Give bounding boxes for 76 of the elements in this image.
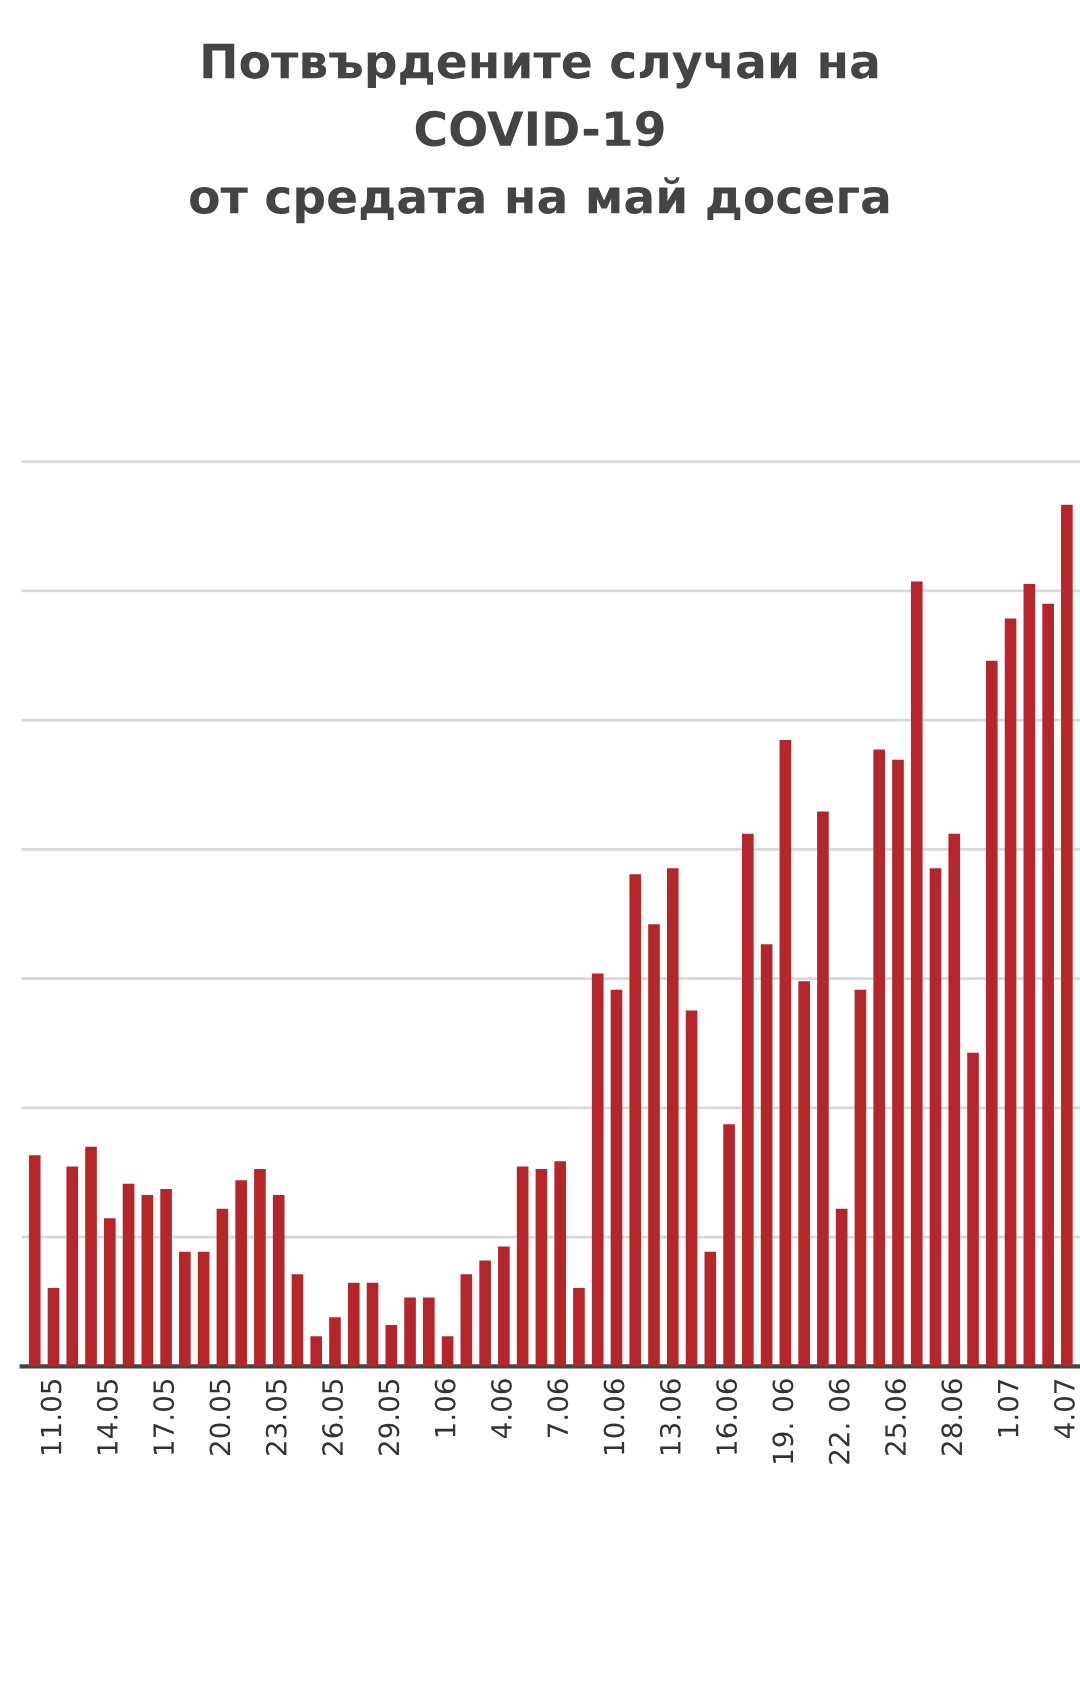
x-tick-label: 29.05 [378,1379,400,1455]
bar [329,1317,341,1367]
x-tick-label: 20.05 [209,1379,231,1455]
bar [347,1282,360,1367]
x-tick-label: 10.06 [603,1379,625,1454]
bar [929,868,942,1367]
x-tick-label: 17.05 [153,1379,175,1454]
x-tick-label: 4.07 [1053,1379,1075,1438]
bar [516,1166,529,1367]
bar [685,1010,698,1367]
bar [423,1297,435,1367]
bar [742,833,754,1367]
bar [854,989,867,1367]
bar [723,1124,735,1367]
bar [28,1155,41,1367]
x-tick-label: 26.05 [322,1379,344,1455]
x-tick-label: 22. 06 [828,1379,850,1464]
bar [910,581,923,1367]
bar [235,1180,247,1367]
bar [66,1166,79,1367]
bar [47,1287,60,1367]
bar [498,1246,510,1367]
bar [103,1218,116,1367]
bar [310,1336,323,1367]
bar [122,1183,135,1367]
bar [1061,504,1073,1367]
bar [160,1188,172,1367]
bar [1023,583,1036,1367]
bar [479,1260,491,1367]
bar [535,1169,548,1367]
x-tick-label: 16.06 [716,1379,738,1454]
bar [779,739,792,1367]
bar [798,981,810,1367]
bar [704,1251,717,1367]
bar [835,1208,848,1367]
bar [591,973,604,1367]
bar [948,833,961,1367]
bar [85,1146,97,1367]
chart-title: Потвърдените случаи на COVID-19 от средата на май досега [190,43,889,224]
bar [179,1251,191,1367]
bar [892,759,904,1367]
x-tick-label: 7.06 [547,1379,569,1438]
bar [610,989,623,1367]
bar [666,868,679,1367]
bar [385,1325,398,1367]
bar [967,1052,979,1367]
bar [216,1208,229,1367]
bar [629,874,642,1367]
bar [554,1161,566,1367]
x-tick-label: 14.05 [96,1379,118,1454]
bar [760,944,773,1367]
x-tick-label: 23.05 [265,1379,287,1455]
x-tick-label: 1.07 [997,1379,1019,1437]
bar [648,924,660,1367]
bar [985,660,998,1367]
x-tick-label: 1.06 [434,1379,456,1437]
bar [1042,603,1054,1367]
x-tick-label: 28.06 [941,1379,963,1455]
bar [197,1251,210,1367]
bar [817,811,829,1367]
bar [460,1274,473,1367]
x-tick-label: 4.06 [490,1379,512,1438]
bar [873,749,886,1367]
x-tick-label: 19. 06 [772,1379,794,1463]
x-tick-label: 25.06 [885,1379,907,1455]
bar [1004,618,1017,1367]
bar [141,1194,154,1367]
x-tick-label: 11.05 [40,1379,62,1454]
bar [272,1194,285,1367]
bar [573,1287,585,1367]
bar [404,1297,416,1367]
bar [366,1282,379,1367]
bar [291,1274,304,1367]
bar [254,1169,266,1367]
bar [441,1336,454,1367]
x-tick-label: 13.06 [659,1379,681,1454]
